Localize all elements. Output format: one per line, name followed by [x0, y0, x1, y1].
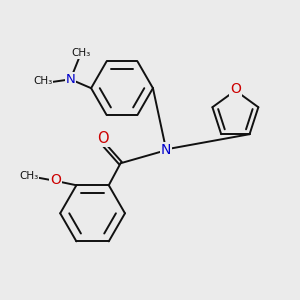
Text: O: O: [230, 82, 241, 96]
Text: N: N: [66, 73, 75, 86]
Text: O: O: [97, 131, 109, 146]
Text: CH₃: CH₃: [71, 48, 90, 58]
Text: N: N: [161, 143, 171, 157]
Text: CH₃: CH₃: [19, 171, 38, 181]
Text: O: O: [50, 173, 61, 187]
Text: CH₃: CH₃: [33, 76, 52, 86]
